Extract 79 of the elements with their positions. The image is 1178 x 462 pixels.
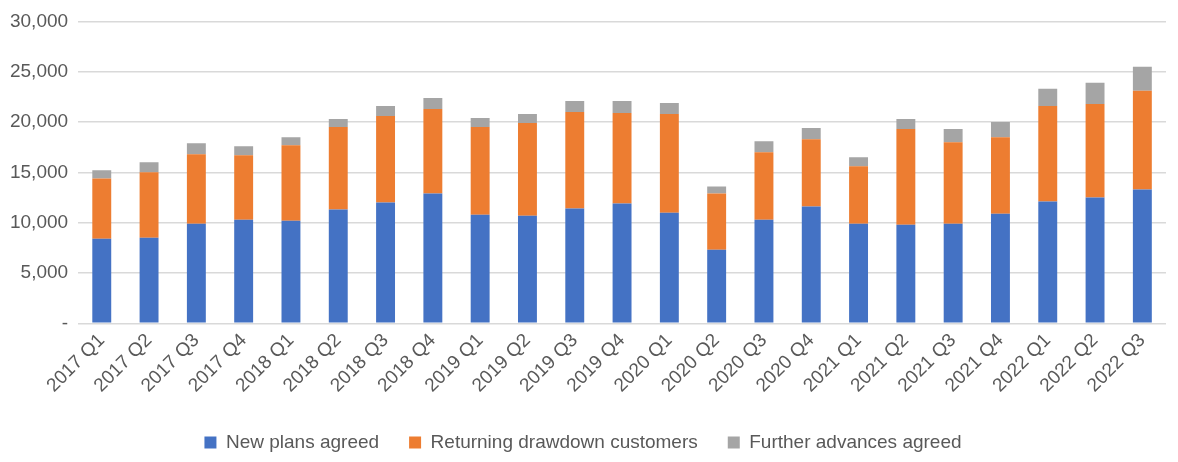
bar <box>990 137 1010 214</box>
bar <box>1132 189 1152 323</box>
bar <box>565 111 585 209</box>
bar <box>470 118 490 128</box>
bar <box>990 122 1010 138</box>
bar <box>234 155 254 220</box>
bar <box>707 186 727 194</box>
bar <box>423 193 443 323</box>
bar <box>186 143 206 155</box>
bar <box>139 162 159 173</box>
bar <box>139 172 159 238</box>
bar <box>1132 90 1152 190</box>
bar <box>565 208 585 323</box>
bar <box>328 119 348 128</box>
bar <box>896 224 916 323</box>
legend-label: Returning drawdown customers <box>430 430 698 452</box>
y-tick-label: 30,000 <box>9 9 69 31</box>
bar <box>376 105 396 117</box>
bar <box>612 203 632 323</box>
bar <box>896 119 916 130</box>
bar <box>849 223 869 323</box>
bar <box>943 129 963 143</box>
bar <box>92 238 112 323</box>
legend-label: New plans agreed <box>225 430 380 452</box>
bar <box>849 166 869 224</box>
bar <box>707 193 727 250</box>
bar <box>659 102 679 114</box>
bar <box>612 112 632 204</box>
bar <box>801 206 821 323</box>
bar <box>754 141 774 153</box>
bar <box>754 219 774 323</box>
bar <box>518 123 537 216</box>
y-tick-label: 25,000 <box>9 59 69 81</box>
bar <box>234 146 254 156</box>
bar <box>754 152 774 220</box>
bar <box>659 212 679 323</box>
bar <box>1038 105 1058 202</box>
y-tick-label: 5,000 <box>20 261 69 283</box>
bar <box>849 157 869 167</box>
y-tick-label: - <box>61 311 69 333</box>
bar <box>376 116 396 203</box>
bar <box>186 154 206 224</box>
bar <box>1038 88 1058 106</box>
bar <box>801 128 821 140</box>
bar <box>1085 103 1105 198</box>
bar <box>1085 197 1105 323</box>
bar <box>281 145 301 221</box>
bar <box>281 137 301 146</box>
bar <box>470 214 490 323</box>
bar <box>943 142 963 224</box>
bar <box>943 223 963 323</box>
y-tick-label: 20,000 <box>9 110 69 132</box>
bar <box>423 97 443 109</box>
bar <box>1132 66 1152 91</box>
bar <box>612 100 632 113</box>
bar <box>1085 82 1105 104</box>
bar <box>92 170 112 179</box>
bar <box>139 237 159 323</box>
bar <box>281 220 301 323</box>
bar <box>518 215 537 323</box>
bar <box>801 139 821 207</box>
y-tick-label: 10,000 <box>9 210 69 232</box>
bar <box>565 100 585 112</box>
bar <box>896 129 916 225</box>
bar <box>376 202 396 323</box>
legend-label: Further advances agreed <box>749 430 962 452</box>
bar <box>990 213 1010 323</box>
bar <box>234 219 254 323</box>
bar <box>1038 201 1058 323</box>
bar <box>707 249 727 323</box>
bar <box>328 127 348 210</box>
bar <box>518 113 537 124</box>
bar <box>659 113 679 213</box>
bar <box>92 178 112 239</box>
bar <box>186 223 206 323</box>
y-tick-label: 15,000 <box>9 160 69 182</box>
bar <box>328 209 348 323</box>
bar <box>470 127 490 215</box>
bar <box>423 108 443 194</box>
